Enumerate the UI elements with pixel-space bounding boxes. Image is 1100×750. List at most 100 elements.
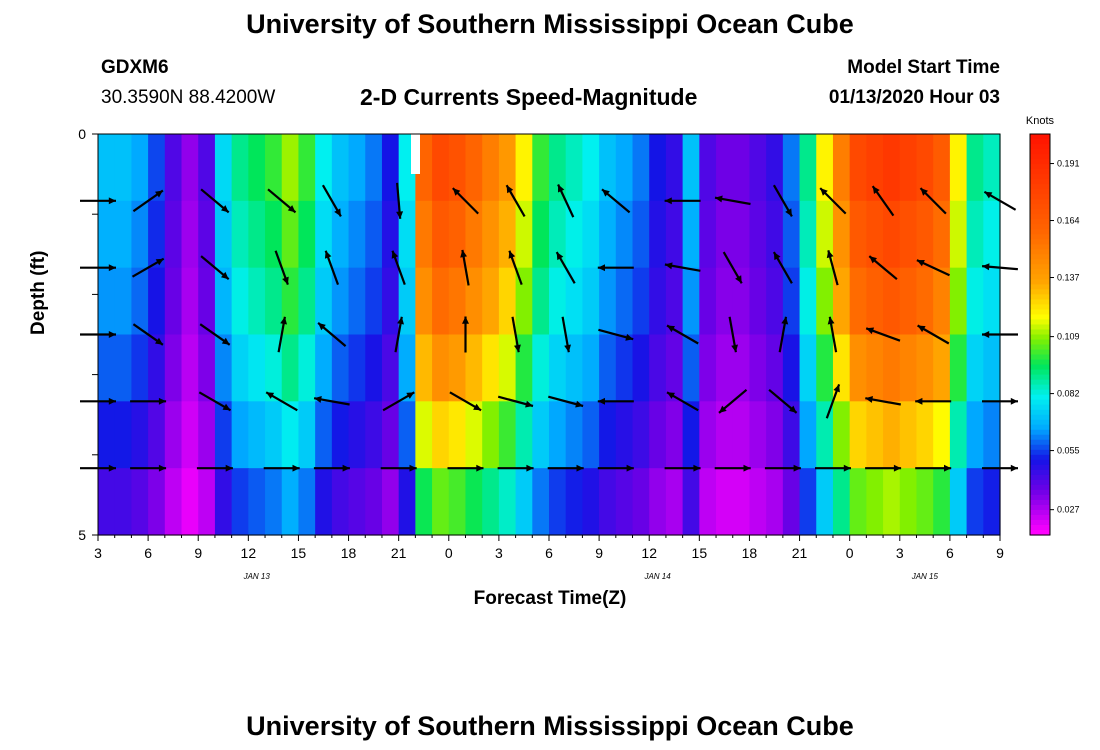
arrow-head xyxy=(575,400,584,408)
heatmap-cell xyxy=(615,200,634,269)
heatmap-cell xyxy=(766,468,784,536)
colorbar-segment xyxy=(1030,229,1050,235)
current-arrow xyxy=(508,250,523,285)
arrow-head xyxy=(664,197,672,205)
heatmap-cell xyxy=(665,334,684,402)
colorbar-segment xyxy=(1030,469,1050,476)
heatmap-cell xyxy=(498,134,517,202)
heatmap-cell xyxy=(164,267,183,336)
arrow-head xyxy=(788,405,797,413)
colorbar-segment xyxy=(1030,244,1050,250)
heatmap-cell xyxy=(181,468,199,536)
arrow-head xyxy=(731,344,738,353)
current-arrow xyxy=(460,249,470,286)
station-coordinates: 30.3590N 88.4200W xyxy=(101,87,276,108)
arrow-head xyxy=(108,331,116,338)
colorbar-segment xyxy=(1030,149,1050,155)
chart-title: University of Southern Mississippi Ocean… xyxy=(246,9,854,39)
heatmap-cell xyxy=(465,334,483,402)
heatmap-cell xyxy=(231,200,249,269)
current-arrow xyxy=(396,182,404,219)
heatmap-cell xyxy=(682,267,700,336)
heatmap-cell xyxy=(315,200,333,269)
arrow-head xyxy=(735,275,742,284)
heatmap-cell xyxy=(966,468,984,536)
heatmap-cell xyxy=(348,334,366,402)
heatmap-cell xyxy=(849,334,867,402)
heatmap-cell xyxy=(214,134,233,202)
heatmap-cell xyxy=(148,200,166,269)
arrow-head xyxy=(282,276,289,285)
model-start-value: 01/13/2020 Hour 03 xyxy=(828,87,1000,108)
heatmap-cell xyxy=(949,401,968,469)
current-arrow xyxy=(827,316,838,353)
arrow-head xyxy=(409,464,417,472)
heatmap-cell xyxy=(716,134,734,202)
heatmap-cell xyxy=(816,334,834,402)
heatmap-cell xyxy=(565,134,583,202)
heatmap-cell xyxy=(565,334,583,402)
x-tick-label: 12 xyxy=(241,545,257,561)
heatmap-cell xyxy=(365,200,383,269)
heatmap-cell xyxy=(832,200,851,269)
colorbar-segment xyxy=(1030,499,1050,506)
heatmap-cell xyxy=(482,200,500,269)
heatmap-cell xyxy=(131,200,149,269)
heatmap-cell xyxy=(214,200,233,269)
colorbar-segment xyxy=(1030,164,1050,170)
arrow-head xyxy=(602,189,610,197)
current-arrow xyxy=(718,388,748,414)
heatmap-cell xyxy=(716,401,734,469)
heatmap-cell xyxy=(148,401,166,469)
heatmap-cell xyxy=(899,134,918,202)
heatmap-cell xyxy=(98,468,116,536)
heatmap-cell xyxy=(315,134,333,202)
heatmap-cell xyxy=(398,267,416,336)
heatmap-cell xyxy=(482,401,500,469)
colorbar-segment xyxy=(1030,249,1050,255)
heatmap-cell xyxy=(281,267,300,336)
heatmap-cell xyxy=(632,401,650,469)
heatmap-cell xyxy=(649,267,667,336)
y-axis-label: Depth (ft) xyxy=(28,250,49,335)
arrow-head xyxy=(869,256,877,264)
heatmap-cell xyxy=(766,267,784,336)
current-arrow xyxy=(555,251,576,284)
heatmap-cell xyxy=(432,334,450,402)
heatmap-cell xyxy=(498,334,517,402)
current-arrow xyxy=(132,323,164,346)
arrow-head xyxy=(342,464,350,472)
current-arrow xyxy=(597,397,634,405)
colorbar-segment xyxy=(1030,424,1050,431)
heatmap-cell xyxy=(381,267,400,336)
current-arrow xyxy=(772,184,793,217)
x-tick-label: 15 xyxy=(291,545,307,561)
heatmap-cell xyxy=(265,134,283,202)
heatmap-cell xyxy=(699,200,717,269)
heatmap-cell xyxy=(732,334,751,402)
heatmap-cell xyxy=(749,334,767,402)
arrow-head xyxy=(391,250,399,259)
heatmap-cell xyxy=(615,267,634,336)
heatmap-cell xyxy=(532,334,550,402)
x-tick-label: 6 xyxy=(144,545,152,561)
heatmap-cell xyxy=(465,200,483,269)
colorbar-segment xyxy=(1030,299,1050,306)
heatmap-cell xyxy=(248,267,266,336)
heatmap-cell xyxy=(515,267,533,336)
colorbar-segment xyxy=(1030,479,1050,486)
current-arrow xyxy=(274,250,289,285)
y-tick-label: 0 xyxy=(78,126,86,142)
heatmap-cell xyxy=(98,267,116,336)
heatmap-cell xyxy=(632,334,650,402)
current-arrow xyxy=(199,323,231,346)
heatmap-cell xyxy=(649,401,667,469)
colorbar-segment xyxy=(1030,389,1050,396)
heatmap-cell xyxy=(933,267,951,336)
heatmap-cell xyxy=(933,134,951,202)
current-arrow xyxy=(772,251,793,284)
arrow-head xyxy=(221,271,229,280)
heatmap-cell xyxy=(549,334,567,402)
current-arrow xyxy=(382,391,415,412)
colorbar-segment xyxy=(1030,414,1050,421)
